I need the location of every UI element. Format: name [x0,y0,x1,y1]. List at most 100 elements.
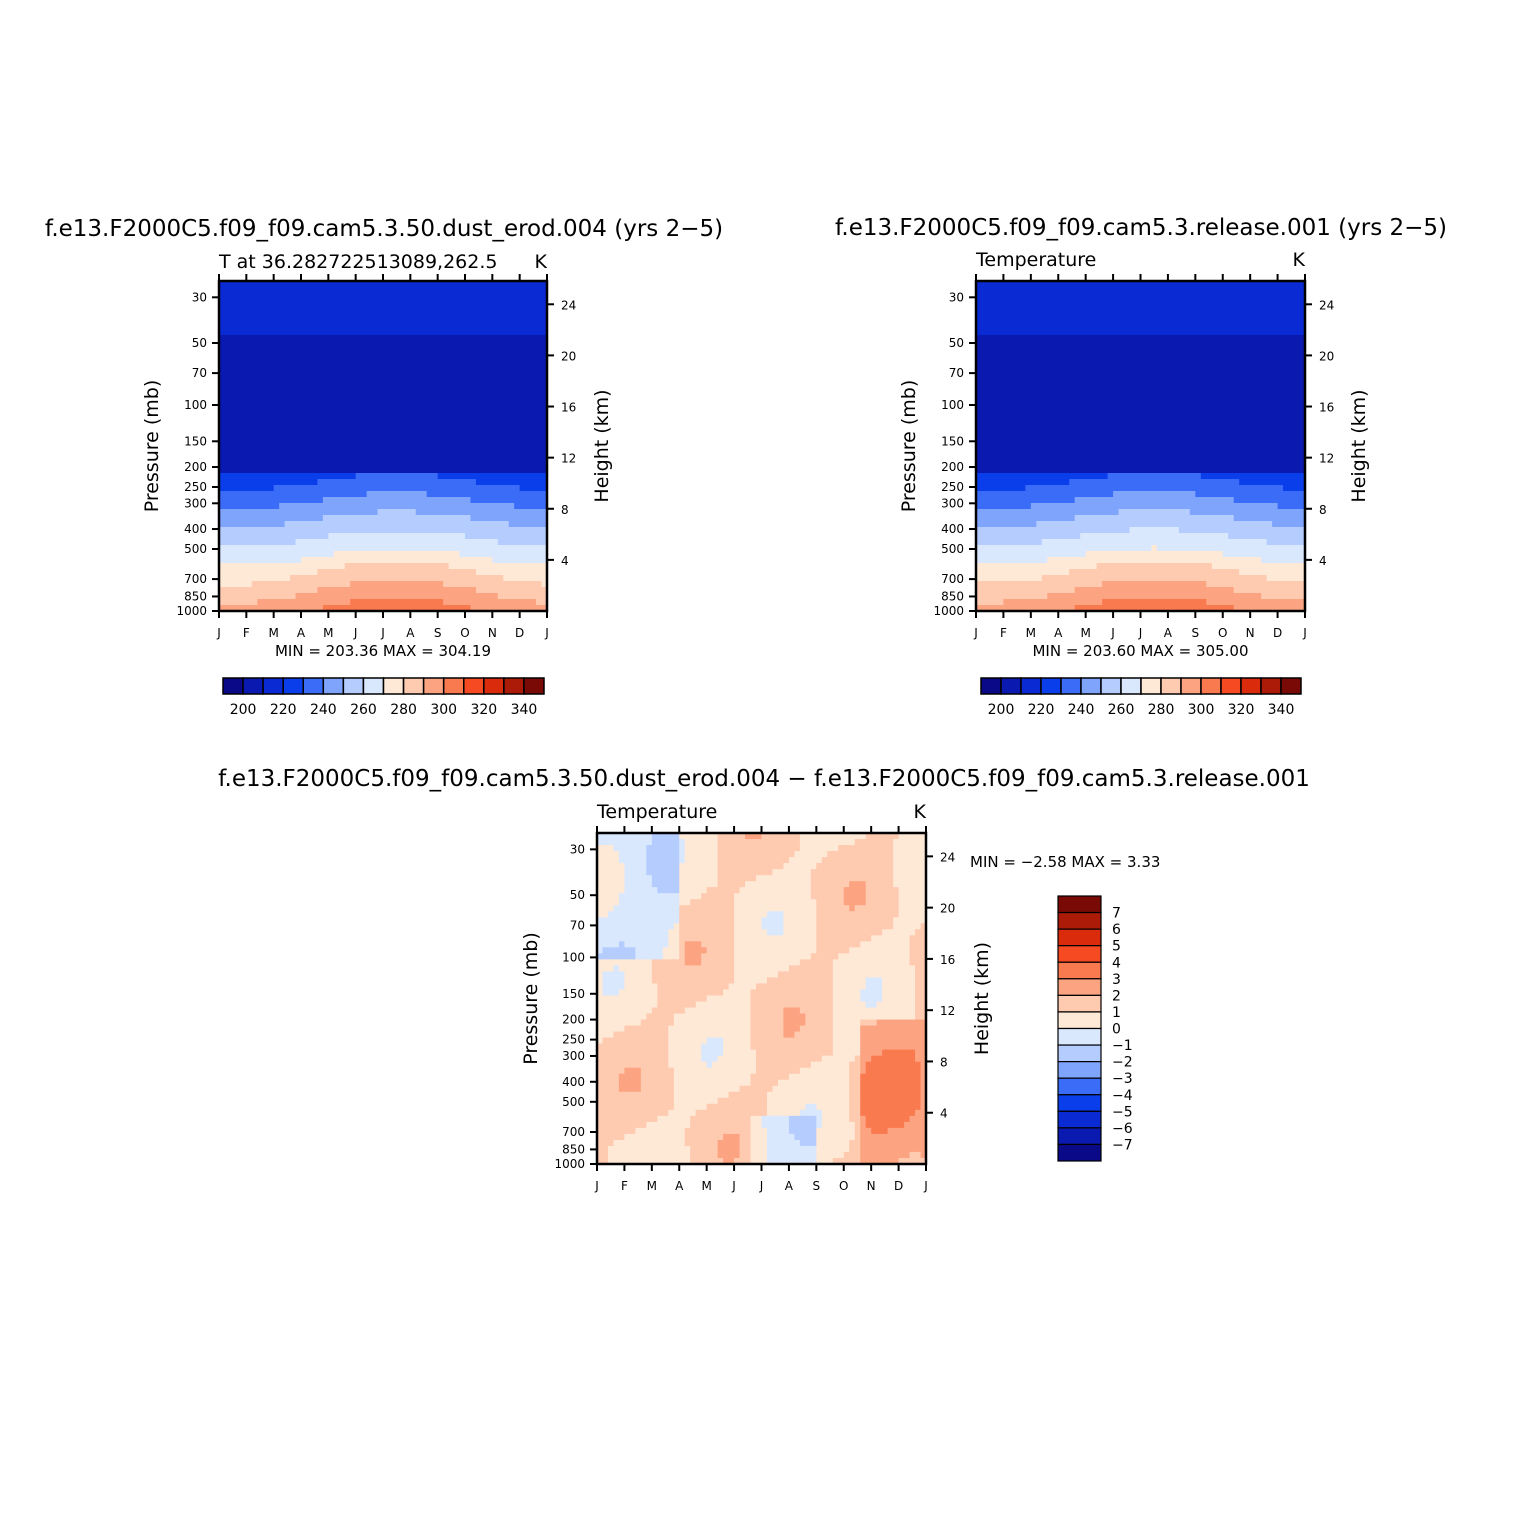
contour-cell [355,377,362,384]
contour-cell [525,383,532,390]
contour-cell [372,425,379,432]
contour-cell [530,509,537,516]
contour-cell [333,455,340,462]
contour-cell [317,305,324,312]
contour-cell [1151,317,1158,324]
contour-cell [1058,395,1065,402]
contour-cell [388,605,395,612]
contour-cell [486,563,493,570]
contour-cell [355,383,362,390]
contour-cell [339,347,346,354]
contour-cell [432,425,439,432]
contour-cell [388,581,395,588]
contour-cell [525,539,532,546]
contour-cell [492,419,499,426]
contour-cell [377,485,384,492]
contour-cell [268,593,275,600]
contour-cell [432,437,439,444]
contour-cell [415,299,422,306]
contour-cell [1069,299,1076,306]
contour-cell [333,443,340,450]
contour-cell [1261,383,1268,390]
contour-cell [1206,359,1213,366]
contour-cell [410,425,417,432]
contour-cell [454,455,461,462]
contour-cell [399,473,406,480]
contour-cell [311,605,318,612]
contour-cell [268,527,275,534]
contour-cell [1003,287,1010,294]
contour-cell [1124,305,1131,312]
contour-cell [399,299,406,306]
contour-cell [997,419,1005,426]
contour-cell [290,485,297,492]
contour-cell [470,563,477,570]
contour-cell [1124,293,1131,300]
contour-cell [279,335,286,342]
contour-cell [541,581,548,588]
contour-cell [377,389,384,396]
contour-cell [986,425,994,432]
contour-cell [377,407,384,414]
contour-cell [257,605,264,612]
contour-cell [350,287,357,294]
contour-cell [514,545,521,552]
contour-cell [322,569,329,576]
contour-cell [328,311,335,318]
contour-cell [301,575,308,582]
contour-cell [361,479,368,486]
contour-cell [1102,299,1109,306]
contour-cell [393,581,400,588]
contour-cell [525,395,532,402]
contour-cell [1058,317,1065,324]
contour-cell [1189,317,1196,324]
contour-cell [268,359,275,366]
contour-cell [361,317,368,324]
contour-cell [503,287,510,294]
contour-cell [986,407,994,414]
contour-cell [1184,389,1191,396]
contour-cell [454,407,461,414]
contour-cell [328,395,335,402]
contour-cell [1211,377,1218,384]
contour-cell [1041,407,1048,414]
contour-cell [383,443,390,450]
contour-cell [503,281,510,288]
contour-cell [421,593,428,600]
contour-cell [333,515,340,522]
contour-cell [339,437,346,444]
contour-cell [486,281,493,288]
contour-cell [1041,389,1048,396]
contour-cell [361,551,368,558]
contour-cell [437,347,444,354]
contour-cell [306,503,313,510]
contour-cell [372,551,379,558]
contour-cell [290,557,297,564]
contour-cell [1063,293,1070,300]
contour-cell [1255,359,1262,366]
contour-cell [257,419,264,426]
contour-cell [1217,377,1224,384]
contour-cell [328,587,335,594]
contour-cell [1135,323,1142,330]
contour-cell [279,317,286,324]
contour-cell [1107,413,1114,420]
contour-cell [361,575,368,582]
contour-cell [986,341,994,348]
y-tick-label: 500 [184,542,207,556]
contour-cell [1140,389,1147,396]
contour-cell [344,539,351,546]
contour-cell [1211,323,1218,330]
contour-cell [1135,395,1142,402]
contour-cell [344,329,351,336]
contour-cell [475,323,482,330]
contour-cell [377,533,384,540]
contour-cell [1102,335,1109,342]
contour-cell [219,281,226,288]
contour-cell [1184,419,1191,426]
contour-cell [219,335,226,342]
panel-title: f.e13.F2000C5.f09_f09.cam5.3.50.dust_ero… [45,216,723,242]
contour-cell [454,305,461,312]
contour-cell [328,593,335,600]
contour-cell [262,359,269,366]
